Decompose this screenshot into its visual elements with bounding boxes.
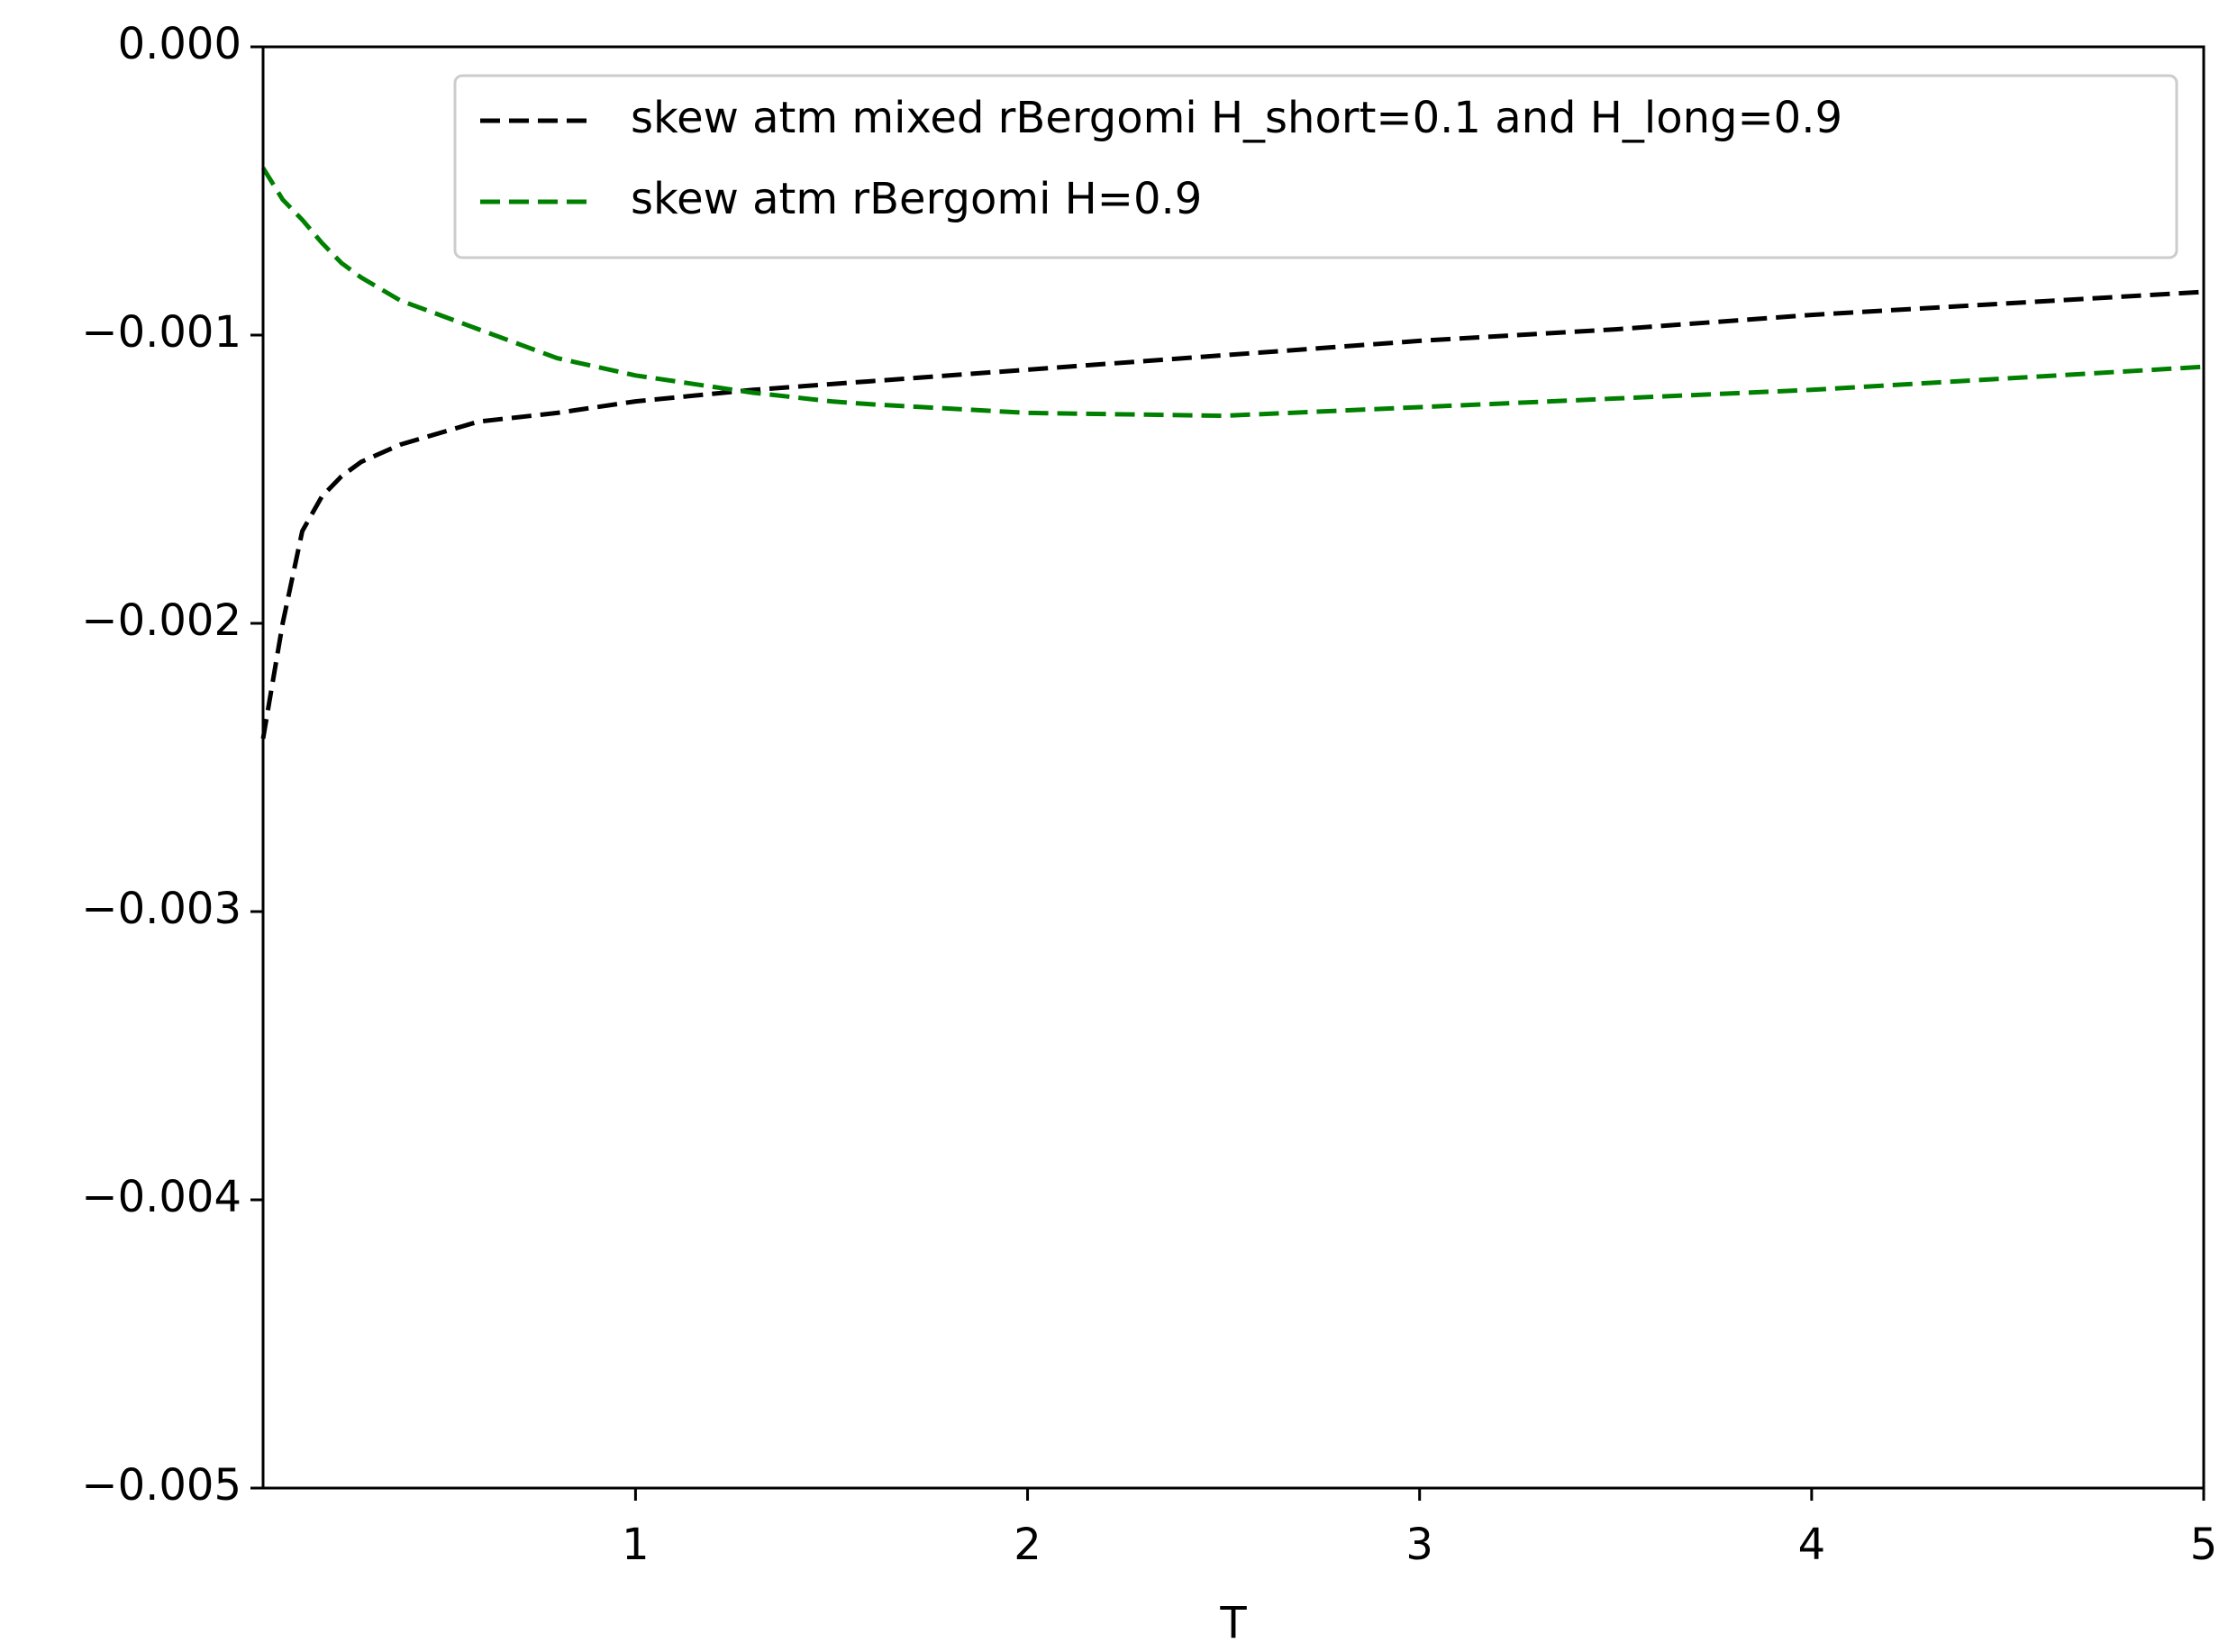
y-tick-label: −0.003 <box>81 884 241 934</box>
y-tick-label: 0.000 <box>118 19 241 69</box>
plot-frame <box>261 45 2205 1490</box>
y-tick-label: −0.001 <box>81 307 241 358</box>
y-tick-label: −0.005 <box>81 1460 241 1511</box>
legend-box <box>453 74 2178 259</box>
legend-label: skew atm rBergomi H=0.9 <box>631 174 1202 224</box>
x-tick-label: 1 <box>622 1520 650 1570</box>
series-line <box>260 289 2205 740</box>
series-line <box>260 167 2205 419</box>
y-tick-label: −0.004 <box>81 1172 241 1222</box>
y-tick-label: −0.002 <box>81 595 241 646</box>
x-tick-label: 2 <box>1014 1520 1041 1570</box>
x-tick-label: 3 <box>1405 1520 1433 1570</box>
x-axis-label: T <box>1219 1598 1247 1648</box>
x-tick-label: 5 <box>2190 1520 2218 1570</box>
legend-label: skew atm mixed rBergomi H_short=0.1 and … <box>631 93 1842 143</box>
x-tick-label: 4 <box>1798 1520 1826 1570</box>
